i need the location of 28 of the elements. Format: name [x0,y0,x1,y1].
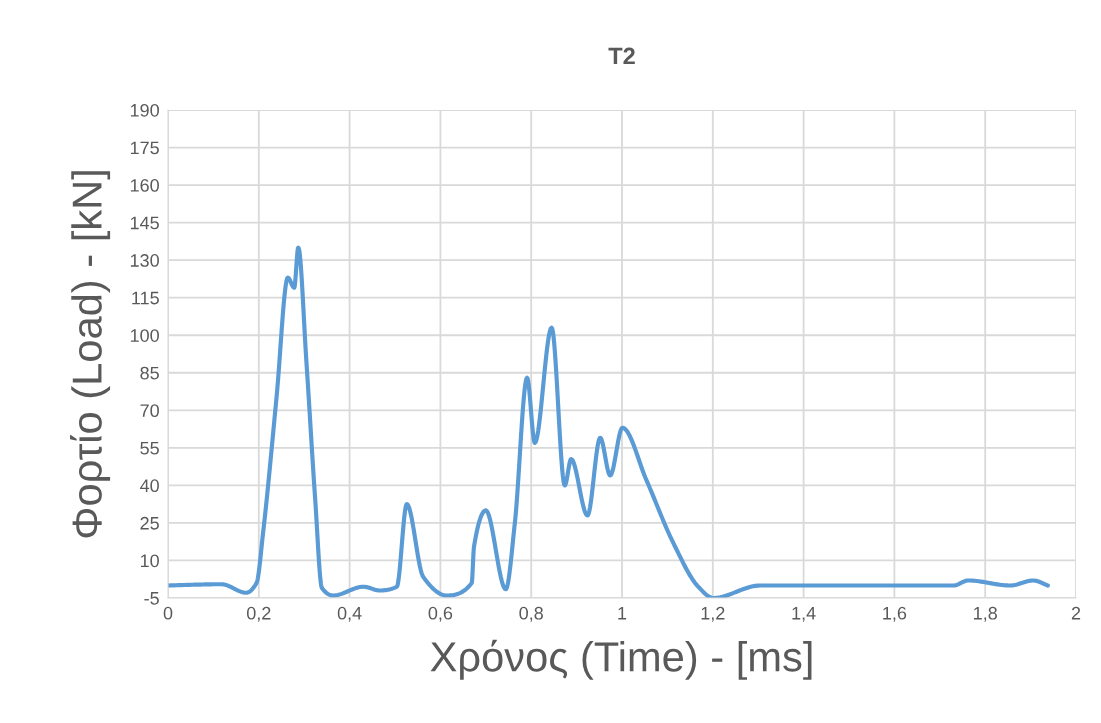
x-tick-label: 1,8 [974,606,997,622]
x-tick-label: 1,2 [701,606,725,622]
y-tick-label: 85 [140,366,159,380]
y-tick-label: 175 [130,141,159,155]
y-tick-label: 145 [130,216,159,230]
x-tick-label: 0 [163,606,173,620]
y-tick-label: 115 [132,291,159,305]
x-tick-label: 0,8 [519,606,543,622]
x-tick-label: 1,4 [792,607,816,622]
y-tick-label: 40 [140,479,159,493]
x-axis-title: Χρόνος (Time) - [ms] [430,639,812,680]
x-tick-label: 1 [618,607,627,620]
x-tick-label: 0,2 [246,606,271,622]
x-tick-label: 2 [1071,606,1081,620]
y-tick-label: 25 [140,516,159,530]
y-tick-label: 130 [130,254,159,267]
y-tick-label: -5 [144,592,159,605]
x-tick-label: 0,6 [428,606,453,622]
y-tick-label: 160 [130,179,159,192]
y-axis-title: Φορτίο (Load) - [kN] [70,171,111,538]
y-tick-label: 70 [140,404,159,418]
y-tick-label: 100 [130,329,159,342]
x-tick-label: 0,4 [337,606,362,622]
y-tick-label: 10 [140,554,159,568]
x-tick-label: 1,6 [883,606,907,622]
y-tick-label: 190 [130,103,159,117]
y-tick-label: 55 [140,441,159,455]
chart-title: T2 [608,47,635,65]
